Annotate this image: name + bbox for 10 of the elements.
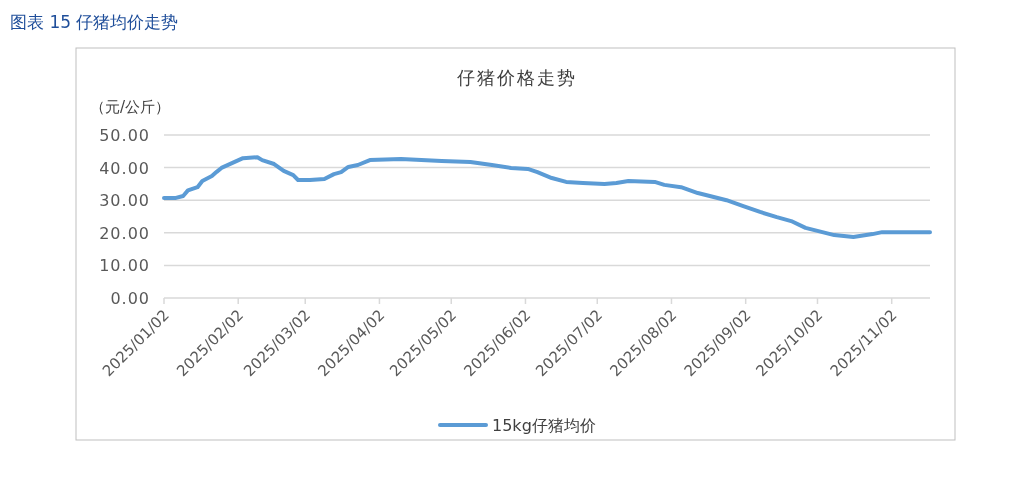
y-tick-label: 0.00 — [110, 289, 150, 308]
text: 图表 15 仔猪均价走势 — [10, 12, 179, 32]
y-tick-label: 10.00 — [99, 256, 150, 276]
y-tick-label: 20.00 — [99, 223, 150, 243]
legend-label: 15kg仔猪均价 — [492, 416, 596, 435]
y-axis-title: （元/公斤） — [90, 98, 171, 116]
chart-title: 仔猪价格走势 — [457, 67, 577, 88]
y-tick-label: 40.00 — [99, 158, 150, 178]
y-tick-label: 30.00 — [99, 191, 150, 211]
y-tick-label: 50.00 — [99, 126, 150, 145]
